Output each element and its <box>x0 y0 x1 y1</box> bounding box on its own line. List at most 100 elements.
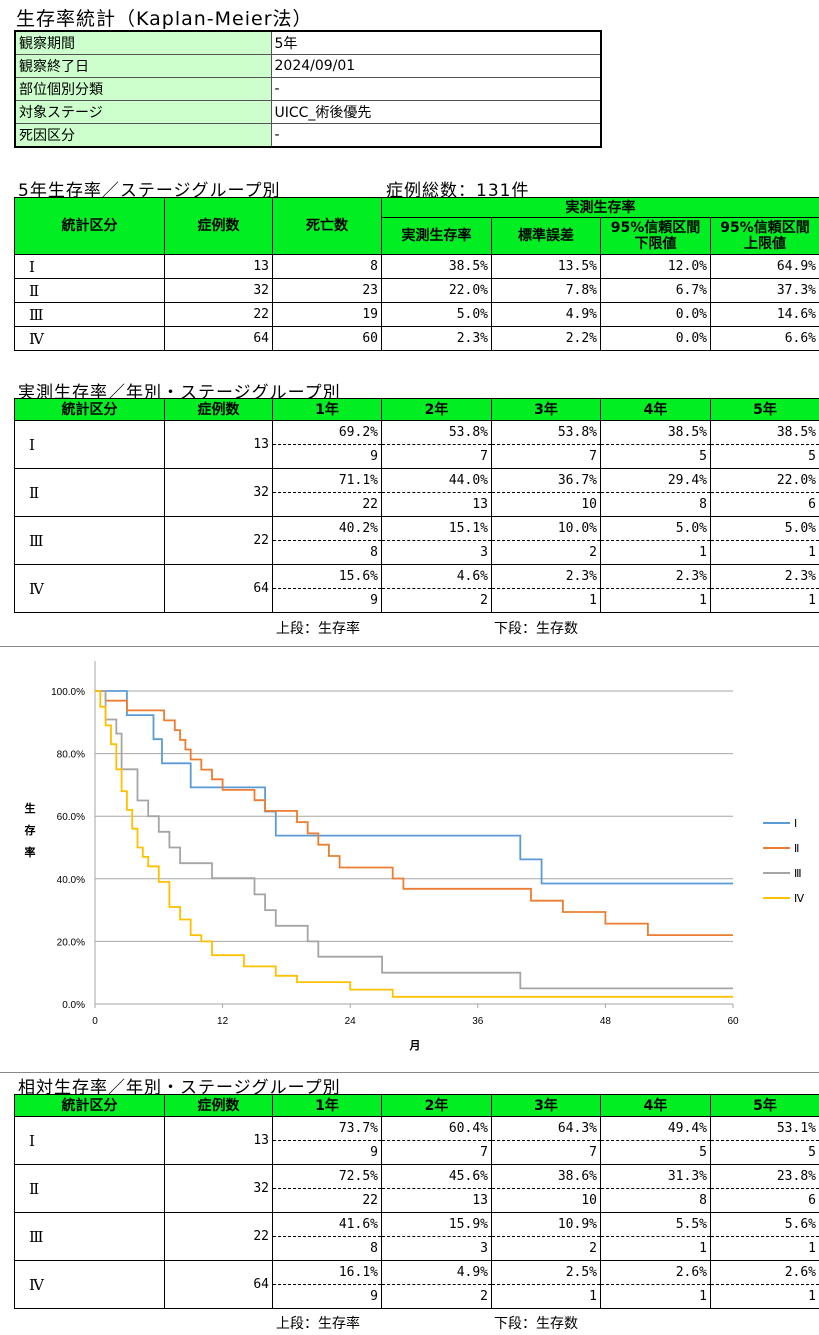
info-label: 部位個別分類 <box>14 77 272 101</box>
cell-count: 1 <box>600 540 711 565</box>
cell-rate: 38.5% <box>600 420 711 445</box>
cell-rate: 15.9% <box>381 1212 492 1237</box>
legend-label: Ⅳ <box>794 893 805 905</box>
cell-rate: 49.4% <box>600 1116 711 1141</box>
cell-rate: 41.6% <box>272 1212 382 1237</box>
cell-rate: 5.0% <box>710 516 819 541</box>
cell-count: 9 <box>272 1140 382 1165</box>
page-title: 生存率統計（Kaplan-Meier法） <box>16 8 313 30</box>
cell-rate: 38.5% <box>381 254 492 279</box>
col-header: 3年 <box>491 1094 601 1117</box>
cell-rate: 23.8% <box>710 1164 819 1189</box>
col-rate: 実測生存率 <box>381 217 492 255</box>
x-tick-label: 48 <box>600 1016 612 1027</box>
stage-label: Ⅲ <box>14 302 165 327</box>
stage-label: Ⅰ <box>14 1116 165 1165</box>
table-row: Ⅰ 13 69.2% 53.8% 53.8% 38.5% 38.5% <box>14 420 819 469</box>
cell-cases: 32 <box>164 1164 273 1213</box>
relative-note-bottom: 下段：生存数 <box>494 1316 578 1332</box>
cell-count: 1 <box>710 540 819 565</box>
cell-cases: 13 <box>164 1116 273 1165</box>
col-header: 5年 <box>710 398 819 421</box>
col-group: 統計区分 <box>14 197 165 255</box>
cell-count: 1 <box>710 1236 819 1261</box>
cell-rate: 53.1% <box>710 1116 819 1141</box>
legend-label: Ⅱ <box>794 843 799 855</box>
cell-hi: 64.9% <box>710 254 819 279</box>
cell-count: 3 <box>381 540 492 565</box>
cell-rate: 2.5% <box>491 1260 601 1285</box>
info-value: - <box>270 77 602 101</box>
cell-rate: 69.2% <box>272 420 382 445</box>
cell-count: 6 <box>710 1188 819 1213</box>
y-tick-label: 20.0% <box>57 937 85 948</box>
cell-hi: 37.3% <box>710 278 819 303</box>
cell-rate: 53.8% <box>491 420 601 445</box>
cell-rate: 60.4% <box>381 1116 492 1141</box>
table-row: Ⅲ 22 19 5.0% 4.9% 0.0% 14.6% <box>14 302 819 327</box>
cell-count: 9 <box>272 588 382 613</box>
cell-count: 5 <box>600 444 711 469</box>
table-row: Ⅳ 64 60 2.3% 2.2% 0.0% 6.6% <box>14 326 819 351</box>
header-row: 統計区分 症例数 1年 2年 3年 4年 5年 <box>14 1094 819 1117</box>
info-value: - <box>270 123 602 148</box>
stage-label: Ⅱ <box>14 1164 165 1213</box>
col-header: 症例数 <box>164 398 273 421</box>
col-header: 統計区分 <box>14 398 165 421</box>
info-row: 対象ステージ UICC_術後優先 <box>14 100 602 124</box>
info-value: 5年 <box>270 30 602 55</box>
cell-count: 1 <box>710 588 819 613</box>
legend-label: Ⅲ <box>794 868 802 880</box>
cell-count: 9 <box>272 444 382 469</box>
col-header: 3年 <box>491 398 601 421</box>
cell-count: 2 <box>491 540 601 565</box>
cell-count: 1 <box>600 588 711 613</box>
stage-label: Ⅱ <box>14 278 165 303</box>
cell-count: 1 <box>491 1284 601 1309</box>
cell-count: 7 <box>491 444 601 469</box>
cell-count: 2 <box>491 1236 601 1261</box>
cell-lo: 0.0% <box>600 302 711 327</box>
total-cases: 症例総数：131件 <box>386 181 530 201</box>
stage-label: Ⅳ <box>14 326 165 351</box>
cell-rate: 2.3% <box>381 326 492 351</box>
col-header: 2年 <box>381 1094 492 1117</box>
cell-rate: 38.5% <box>710 420 819 445</box>
cell-se: 2.2% <box>491 326 601 351</box>
x-tick-label: 24 <box>345 1016 357 1027</box>
info-label: 観察期間 <box>14 30 272 55</box>
cell-rate: 5.0% <box>600 516 711 541</box>
col-ci-low: 95%信頼区間 下限値 <box>600 217 711 255</box>
cell-rate: 38.6% <box>491 1164 601 1189</box>
cell-lo: 0.0% <box>600 326 711 351</box>
y-tick-label: 60.0% <box>57 812 85 823</box>
cell-rate: 31.3% <box>600 1164 711 1189</box>
cell-cases: 22 <box>164 1212 273 1261</box>
info-row: 観察期間 5年 <box>14 30 602 55</box>
cell-count: 7 <box>381 1140 492 1165</box>
cell-rate: 2.3% <box>710 564 819 589</box>
table-row: Ⅲ 22 41.6% 15.9% 10.9% 5.5% 5.6% <box>14 1212 819 1261</box>
cell-count: 2 <box>381 1284 492 1309</box>
cell-se: 13.5% <box>491 254 601 279</box>
x-tick-label: 36 <box>472 1016 484 1027</box>
col-measured: 実測生存率 <box>381 197 819 218</box>
cell-hi: 6.6% <box>710 326 819 351</box>
info-value: 2024/09/01 <box>270 54 602 78</box>
cell-rate: 45.6% <box>381 1164 492 1189</box>
stage-label: Ⅳ <box>14 564 165 613</box>
cell-cases: 64 <box>164 1260 273 1309</box>
cell-count: 10 <box>491 1188 601 1213</box>
cell-count: 8 <box>272 1236 382 1261</box>
cell-cases: 22 <box>164 302 273 327</box>
col-header: 2年 <box>381 398 492 421</box>
table-row: Ⅰ 13 8 38.5% 13.5% 12.0% 64.9% <box>14 254 819 279</box>
cell-count: 1 <box>600 1284 711 1309</box>
col-header: 4年 <box>600 398 711 421</box>
x-tick-label: 12 <box>217 1016 229 1027</box>
cell-count: 2 <box>381 588 492 613</box>
cell-rate: 40.2% <box>272 516 382 541</box>
